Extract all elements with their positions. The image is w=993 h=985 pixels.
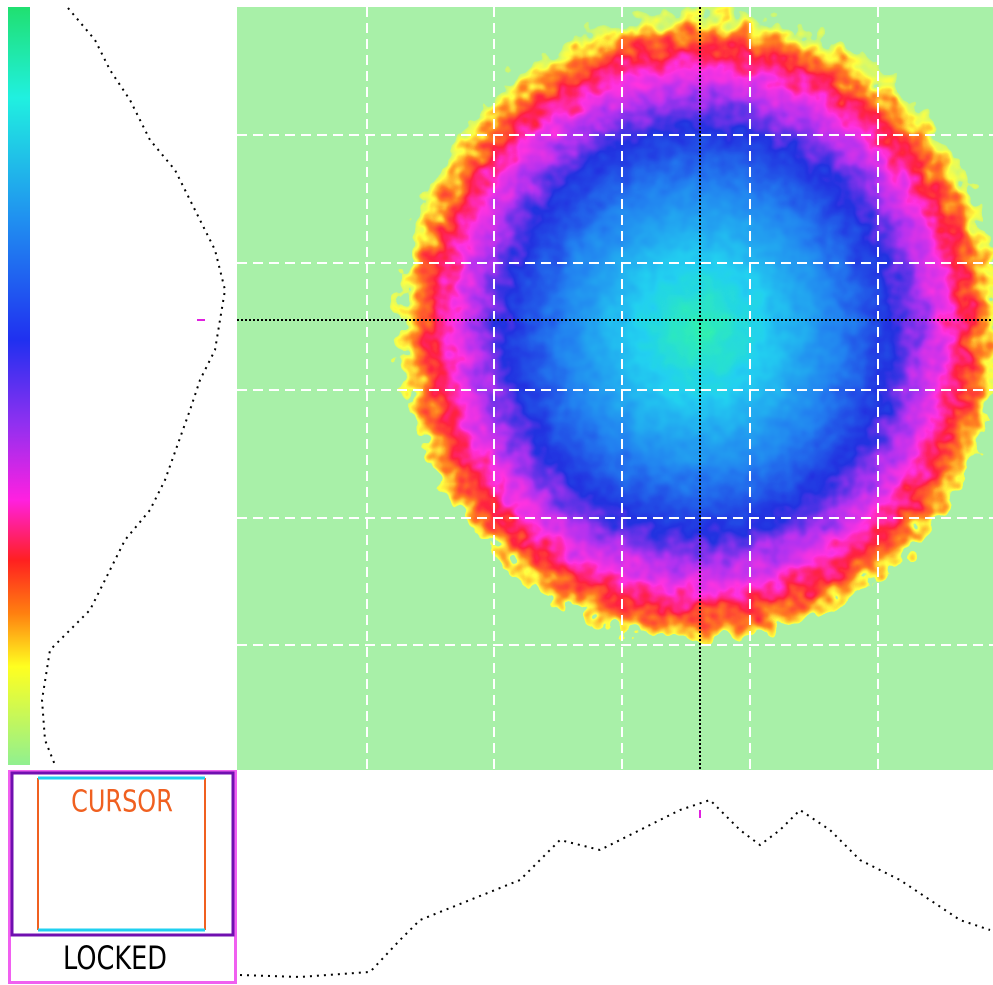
- lock-status[interactable]: LOCKED: [63, 939, 167, 977]
- cursor-box: [10, 771, 235, 937]
- color-scale: [8, 7, 30, 765]
- beam-image: [237, 7, 993, 770]
- grid: [237, 7, 993, 770]
- vertical-profile: [40, 7, 227, 766]
- cursor-title: CURSOR: [71, 785, 173, 819]
- horizontal-profile: [239, 798, 991, 979]
- crosshair: [237, 7, 993, 770]
